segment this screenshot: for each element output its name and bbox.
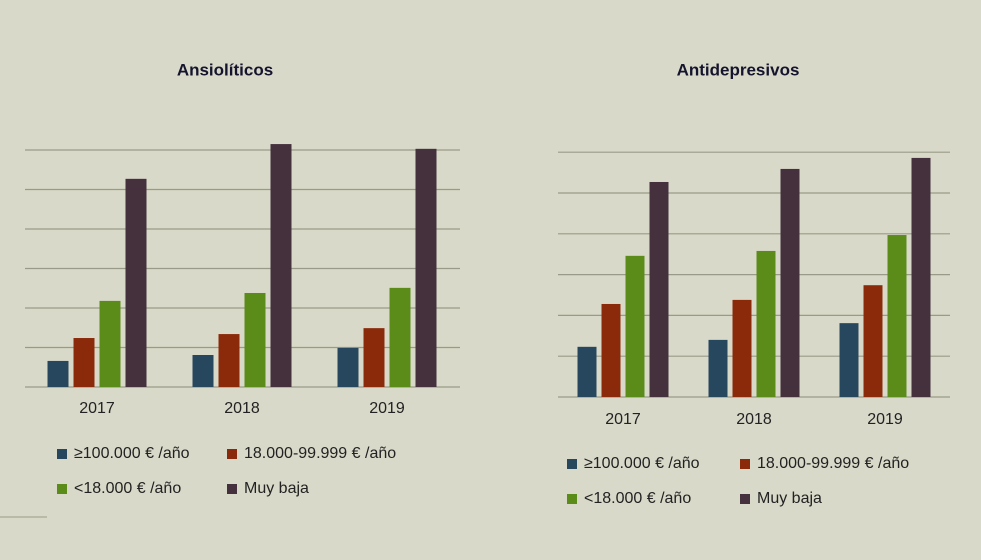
bar [732, 299, 752, 397]
bar [911, 157, 931, 397]
bar [625, 255, 645, 397]
legend-label: Muy baja [244, 480, 309, 497]
x-tick-label: 2018 [224, 400, 260, 417]
legend-label: ≥100.000 € /año [74, 445, 190, 462]
bar [863, 285, 883, 397]
legend-swatch [227, 449, 237, 459]
bar [756, 250, 776, 397]
legend-swatch [740, 459, 750, 469]
legend-label: 18.000-99.999 € /año [757, 455, 909, 472]
chart-title: Antidepresivos [677, 60, 800, 79]
legend-swatch [567, 459, 577, 469]
legend-label: Muy baja [757, 490, 822, 507]
legend-label: <18.000 € /año [74, 480, 181, 497]
x-tick-label: 2019 [369, 400, 405, 417]
bar [337, 347, 359, 387]
bar [780, 168, 800, 397]
bar [47, 360, 69, 387]
legend-swatch [567, 494, 577, 504]
legend-swatch [57, 484, 67, 494]
bar [887, 235, 907, 397]
bar [363, 328, 385, 387]
legend-label: 18.000-99.999 € /año [244, 445, 396, 462]
x-tick-label: 2017 [79, 400, 115, 417]
bar [73, 338, 95, 387]
legend-label: ≥100.000 € /año [584, 455, 700, 472]
legend-swatch [227, 484, 237, 494]
x-tick-label: 2017 [605, 411, 641, 428]
bar [270, 144, 292, 387]
legend-label: <18.000 € /año [584, 490, 691, 507]
bar [415, 148, 437, 387]
x-tick-label: 2019 [867, 411, 903, 428]
bar [577, 346, 597, 397]
bar [601, 303, 621, 397]
bar [649, 181, 669, 397]
bar [99, 300, 121, 387]
bar [389, 287, 411, 387]
bar [708, 339, 728, 397]
bar [192, 355, 214, 387]
bar [244, 292, 266, 387]
x-tick-label: 2018 [736, 411, 772, 428]
legend-swatch [57, 449, 67, 459]
legend-swatch [740, 494, 750, 504]
bar [125, 178, 147, 387]
chart-title: Ansiolíticos [177, 60, 273, 79]
bar [218, 334, 240, 387]
bar [839, 323, 859, 397]
